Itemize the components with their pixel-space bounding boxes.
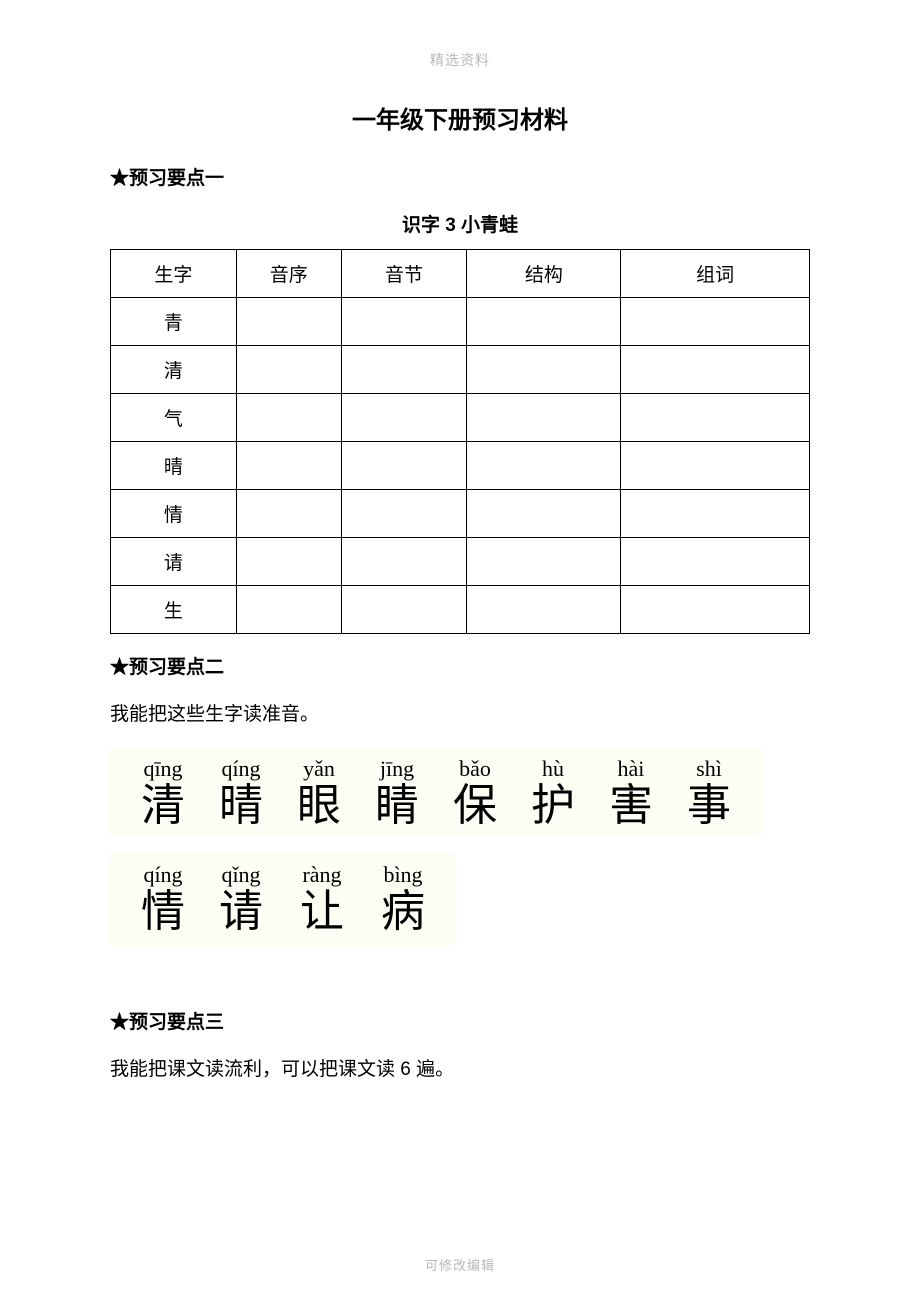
table-row: 请 [111, 538, 810, 586]
section3-heading: ★预习要点三 [110, 1007, 810, 1034]
pinyin: jīng [380, 758, 414, 780]
table-row: 清 [111, 346, 810, 394]
col-header: 音序 [236, 250, 341, 298]
hanzi: 眼 [297, 782, 341, 830]
pinyin: qǐng [221, 864, 260, 886]
cell [341, 538, 467, 586]
cell [341, 346, 467, 394]
cell [236, 538, 341, 586]
pinyin-cell: hài 害 [592, 758, 670, 830]
cell-char: 清 [111, 346, 237, 394]
section3-text: 我能把课文读流利，可以把课文读 6 遍。 [110, 1054, 810, 1081]
table-row: 晴 [111, 442, 810, 490]
pinyin-cell: qīng 清 [124, 758, 202, 830]
hanzi: 害 [609, 782, 653, 830]
pinyin-cell: qíng 情 [124, 864, 202, 936]
cell [341, 442, 467, 490]
hanzi: 睛 [375, 782, 419, 830]
cell [236, 394, 341, 442]
cell [341, 298, 467, 346]
pinyin: qíng [143, 864, 182, 886]
pinyin-cell: bìng 病 [364, 864, 442, 936]
cell [236, 442, 341, 490]
cell [341, 394, 467, 442]
pinyin-cell: ràng 让 [280, 864, 364, 936]
table-row: 青 [111, 298, 810, 346]
cell [621, 394, 810, 442]
cell [467, 394, 621, 442]
hanzi: 保 [453, 782, 497, 830]
cell [341, 586, 467, 634]
cell [236, 490, 341, 538]
character-table: 生字 音序 音节 结构 组词 青 清 气 [110, 249, 810, 634]
table-row: 情 [111, 490, 810, 538]
cell-char: 晴 [111, 442, 237, 490]
pinyin-block-row1: qīng 清 qíng 晴 yǎn 眼 jīng 睛 bǎo 保 hù 护 [110, 748, 762, 838]
hanzi: 病 [381, 888, 425, 936]
section1-heading: ★预习要点一 [110, 163, 810, 190]
cell [621, 346, 810, 394]
pinyin: hài [618, 758, 645, 780]
cell-char: 请 [111, 538, 237, 586]
pinyin: qīng [143, 758, 182, 780]
pinyin: hù [542, 758, 564, 780]
cell [621, 490, 810, 538]
pinyin-cell: yǎn 眼 [280, 758, 358, 830]
pinyin-cell: shì 事 [670, 758, 748, 830]
header-watermark: 精选资料 [110, 50, 810, 70]
hanzi: 事 [687, 782, 731, 830]
pinyin: qíng [221, 758, 260, 780]
cell [236, 586, 341, 634]
cell-char: 生 [111, 586, 237, 634]
hanzi: 情 [141, 888, 185, 936]
section2-text: 我能把这些生字读准音。 [110, 699, 810, 726]
table-row: 气 [111, 394, 810, 442]
hanzi: 护 [531, 782, 575, 830]
table-header-row: 生字 音序 音节 结构 组词 [111, 250, 810, 298]
col-header: 生字 [111, 250, 237, 298]
hanzi: 晴 [219, 782, 263, 830]
pinyin: bìng [383, 864, 422, 886]
hanzi: 清 [141, 782, 185, 830]
cell [467, 586, 621, 634]
cell [467, 298, 621, 346]
cell-char: 气 [111, 394, 237, 442]
pinyin: shì [696, 758, 722, 780]
cell [467, 442, 621, 490]
col-header: 结构 [467, 250, 621, 298]
pinyin-cell: qǐng 请 [202, 864, 280, 936]
pinyin-cell: jīng 睛 [358, 758, 436, 830]
cell [236, 298, 341, 346]
pinyin-block-row2: qíng 情 qǐng 请 ràng 让 bìng 病 [110, 854, 456, 944]
cell [467, 538, 621, 586]
cell [621, 538, 810, 586]
section2-heading: ★预习要点二 [110, 652, 810, 679]
hanzi: 请 [219, 888, 263, 936]
lesson-title: 识字 3 小青蛙 [110, 210, 810, 237]
cell [236, 346, 341, 394]
pinyin-cell: bǎo 保 [436, 758, 514, 830]
footer-watermark: 可修改编辑 [0, 1255, 920, 1274]
col-header: 音节 [341, 250, 467, 298]
pinyin: bǎo [459, 758, 491, 780]
pinyin-cell: hù 护 [514, 758, 592, 830]
col-header: 组词 [621, 250, 810, 298]
doc-title: 一年级下册预习材料 [110, 100, 810, 135]
pinyin-cell: qíng 晴 [202, 758, 280, 830]
cell [621, 442, 810, 490]
cell [341, 490, 467, 538]
hanzi: 让 [300, 888, 344, 936]
pinyin: ràng [302, 864, 341, 886]
cell-char: 青 [111, 298, 237, 346]
cell [467, 490, 621, 538]
pinyin: yǎn [303, 758, 335, 780]
cell [467, 346, 621, 394]
cell-char: 情 [111, 490, 237, 538]
cell [621, 298, 810, 346]
table-row: 生 [111, 586, 810, 634]
cell [621, 586, 810, 634]
